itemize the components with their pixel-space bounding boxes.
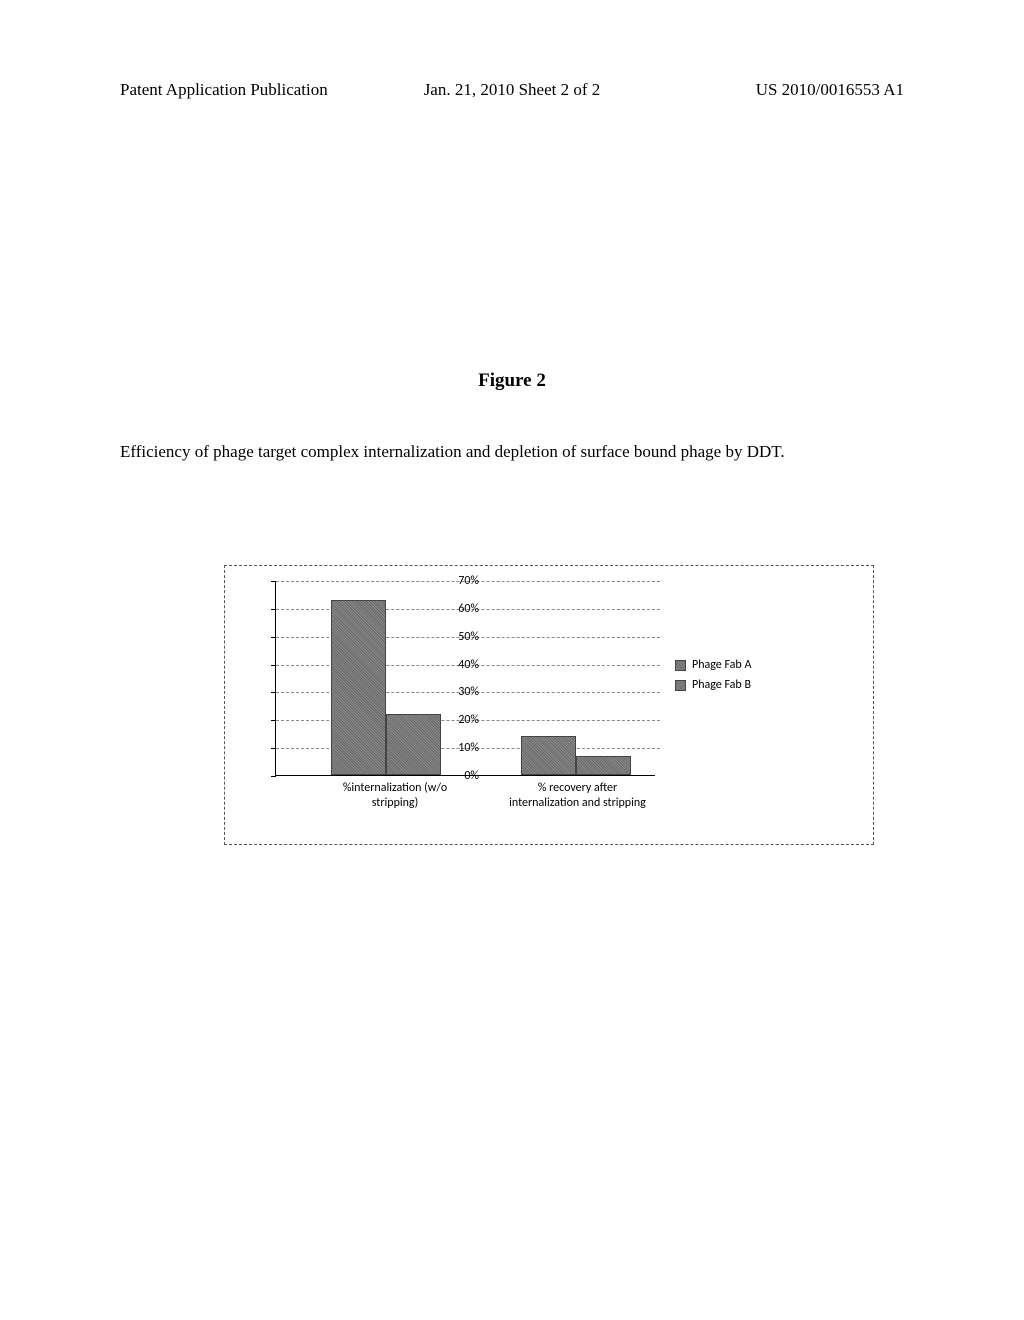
ytick-mark: [271, 665, 276, 666]
x-axis-label: %internalization (w/ostripping): [320, 781, 470, 811]
ytick-label: 0%: [443, 769, 479, 783]
chart-legend: Phage Fab A Phage Fab B: [675, 658, 751, 698]
page-header: Patent Application Publication Jan. 21, …: [120, 80, 904, 100]
figure-title: Figure 2: [0, 370, 1024, 392]
ytick-label: 60%: [443, 602, 479, 616]
legend-label: Phage Fab A: [692, 658, 751, 672]
ytick-mark: [271, 609, 276, 610]
ytick-mark: [271, 720, 276, 721]
chart-bar: [331, 600, 386, 776]
ytick-mark: [271, 637, 276, 638]
ytick-mark: [271, 581, 276, 582]
header-right-text: US 2010/0016553 A1: [643, 80, 904, 100]
ytick-label: 50%: [443, 630, 479, 644]
ytick-label: 40%: [443, 658, 479, 672]
header-left-text: Patent Application Publication: [120, 80, 381, 100]
ytick-mark: [271, 692, 276, 693]
chart-bar: [521, 736, 576, 775]
legend-swatch-icon: [675, 660, 686, 671]
legend-item: Phage Fab B: [675, 678, 751, 692]
ytick-label: 70%: [443, 574, 479, 588]
ytick-mark: [271, 776, 276, 777]
legend-swatch-icon: [675, 680, 686, 691]
ytick-mark: [271, 748, 276, 749]
ytick-label: 10%: [443, 741, 479, 755]
chart-container: Phage Fab A Phage Fab B %internalization…: [224, 565, 874, 845]
chart-bar: [386, 714, 441, 775]
ytick-label: 30%: [443, 685, 479, 699]
figure-caption: Efficiency of phage target complex inter…: [120, 435, 904, 469]
legend-label: Phage Fab B: [692, 678, 751, 692]
x-axis-label: % recovery afterinternalization and stri…: [480, 781, 675, 811]
header-center-text: Jan. 21, 2010 Sheet 2 of 2: [381, 80, 642, 100]
chart-bar: [576, 756, 631, 776]
legend-item: Phage Fab A: [675, 658, 751, 672]
ytick-label: 20%: [443, 713, 479, 727]
chart-inner: Phage Fab A Phage Fab B %internalization…: [235, 576, 863, 834]
